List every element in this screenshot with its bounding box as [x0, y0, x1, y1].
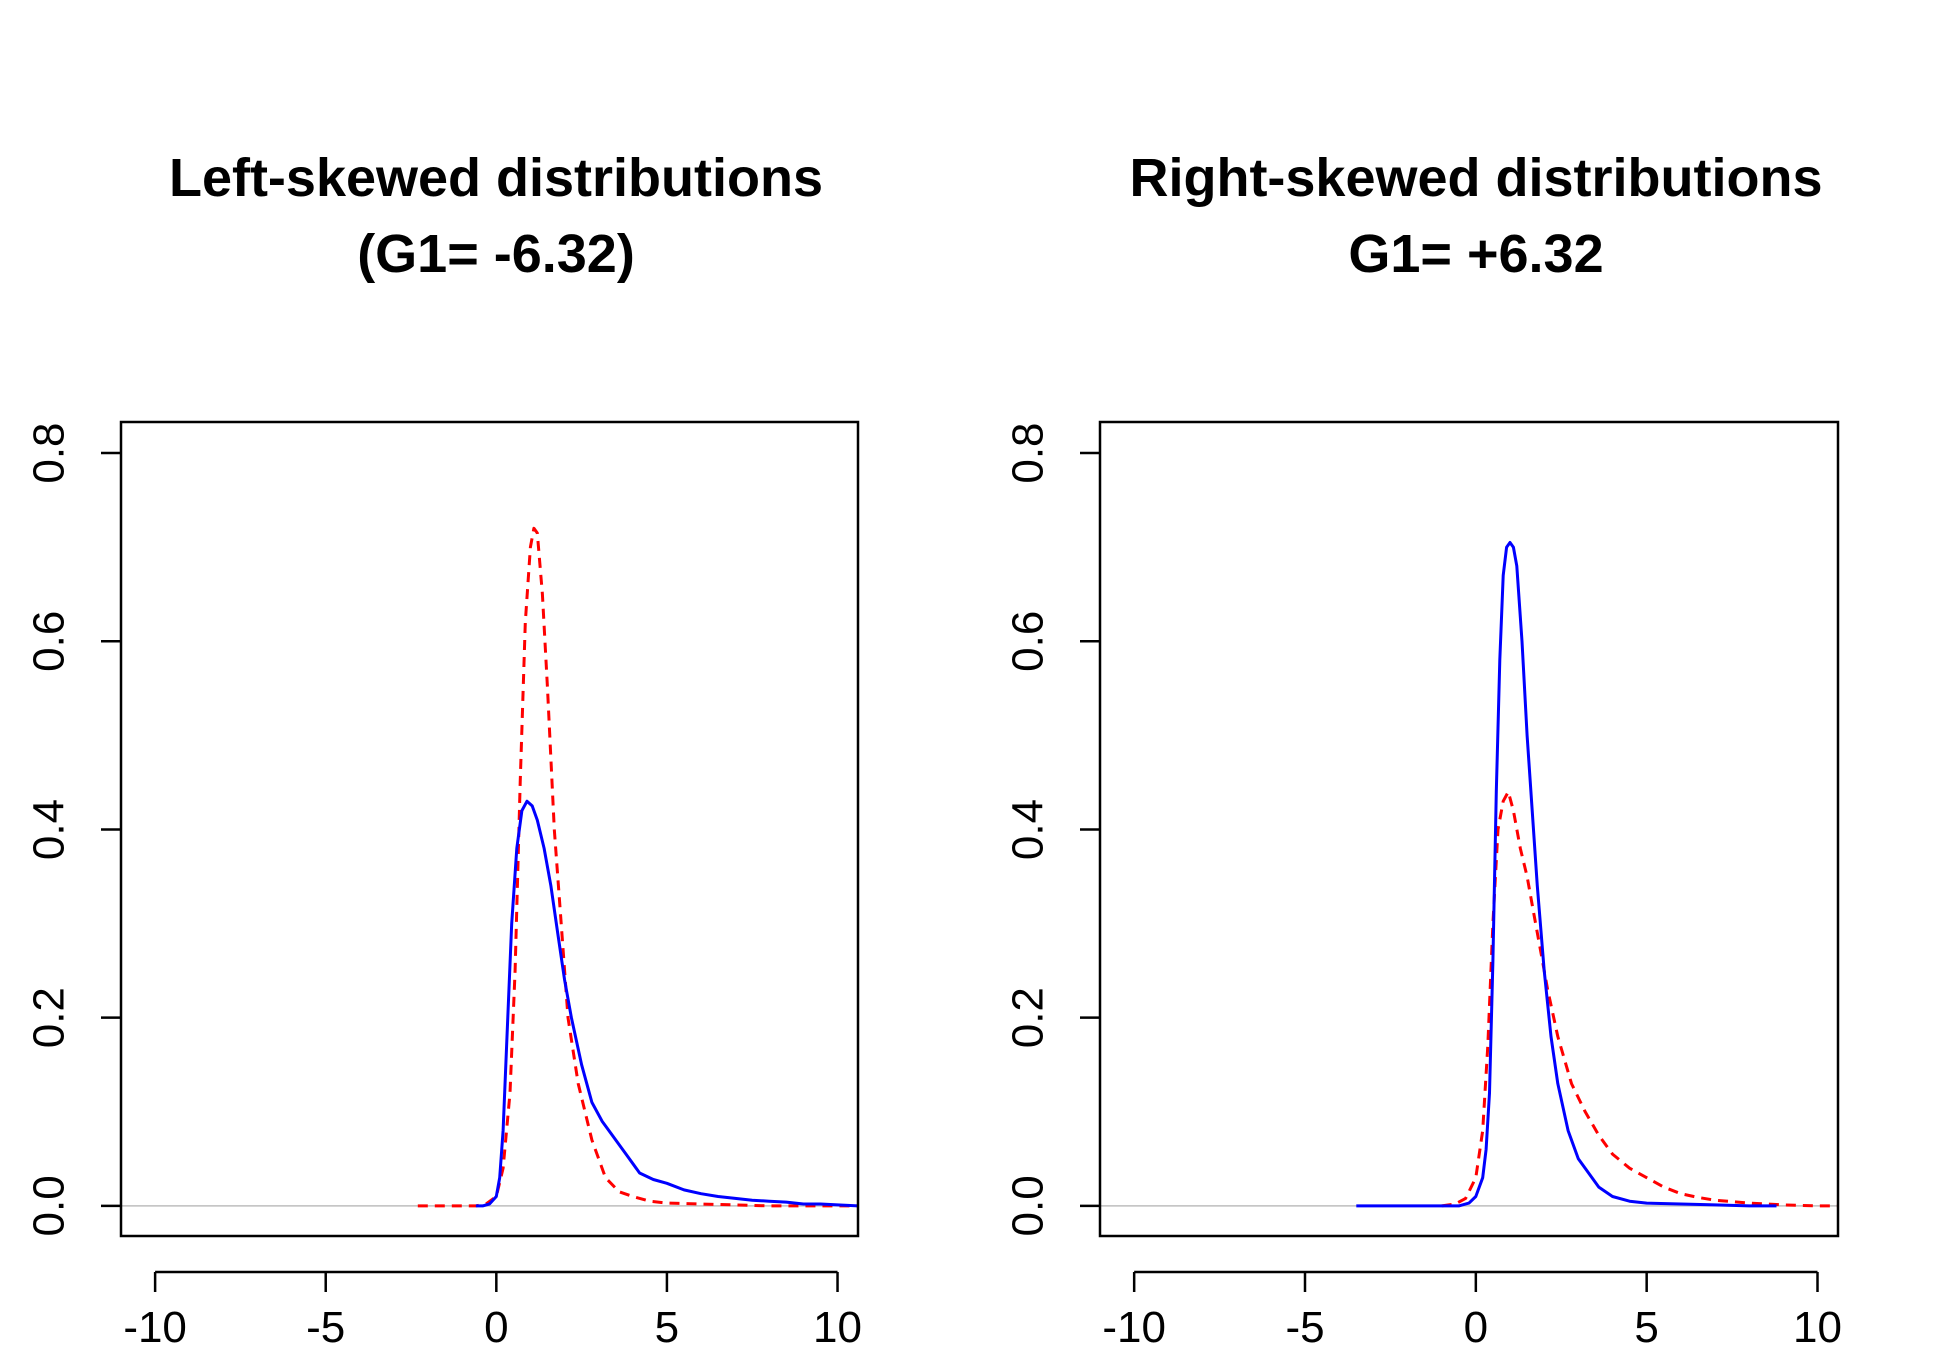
right-x-tick-label: 10 [1793, 1303, 1842, 1350]
right-title-line-2: G1= +6.32 [1348, 224, 1603, 284]
left-x-tick-label: 10 [813, 1303, 862, 1350]
left-x-tick-label: -5 [306, 1303, 345, 1350]
right-y-tick-label: 0.0 [1004, 1175, 1053, 1236]
right-series-solid-line [1356, 541, 1777, 1208]
right-title-line-1: Right-skewed distributions [1129, 148, 1822, 208]
left-panel: Left-skewed distributions (G1= -6.32) -1… [25, 148, 863, 1350]
left-x-tick-label: 0 [484, 1303, 508, 1350]
right-panel: Right-skewed distributions G1= +6.32 -10… [1004, 148, 1842, 1350]
right-y-tick-label: 0.2 [1004, 987, 1053, 1048]
right-x-tick-label: -10 [1102, 1303, 1166, 1350]
left-y-tick-label: 0.6 [25, 611, 74, 672]
right-x-tick-label: -5 [1285, 1303, 1324, 1350]
right-x-tick-label: 0 [1464, 1303, 1488, 1350]
right-y-tick-label: 0.6 [1004, 611, 1053, 672]
left-series-solid-line [475, 799, 859, 1208]
left-y-tick-label: 0.8 [25, 422, 74, 483]
right-y-tick-label: 0.4 [1004, 799, 1053, 860]
left-y-tick-label: 0.0 [25, 1175, 74, 1236]
left-plot-area: -10 -5 0 5 10 0.0 0.2 0.4 0.6 0.8 [25, 420, 862, 1350]
left-y-tick-label: 0.4 [25, 799, 74, 860]
left-title-line-2: (G1= -6.32) [357, 224, 635, 284]
right-plot-area: -10 -5 0 5 10 0.0 0.2 0.4 0.6 0.8 [1004, 420, 1842, 1350]
left-title-line-1: Left-skewed distributions [169, 148, 823, 208]
left-x-tick-label: 5 [655, 1303, 679, 1350]
right-x-tick-label: 5 [1634, 1303, 1658, 1350]
left-y-tick-label: 0.2 [25, 987, 74, 1048]
left-x-tick-label: -10 [123, 1303, 187, 1350]
right-y-tick-label: 0.8 [1004, 422, 1053, 483]
